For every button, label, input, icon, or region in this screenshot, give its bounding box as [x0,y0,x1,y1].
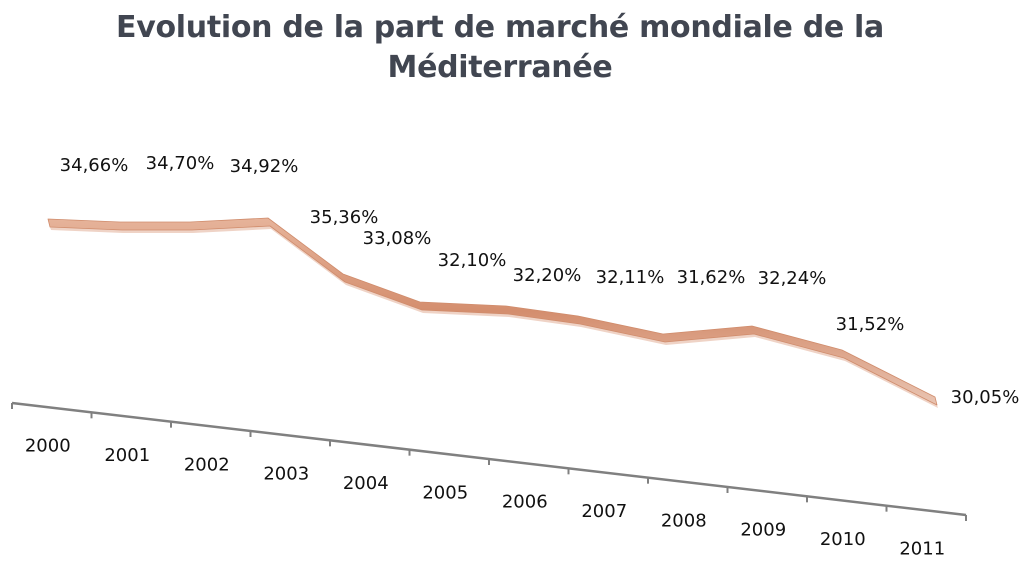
data-point-2009 [750,328,754,332]
data-point-2011 [933,399,937,403]
x-tick-label: 2001 [104,445,150,466]
data-label-2010: 31,52% [836,314,905,335]
data-label-2002: 34,92% [230,156,299,177]
x-tick-label: 2004 [343,473,389,494]
data-point-2010 [840,352,844,356]
data-label-2004: 33,08% [363,228,432,249]
data-label-2008: 31,62% [677,267,746,288]
data-point-2008 [661,336,665,340]
series-line-ribbon [47,217,938,406]
chart-title-line-2: Méditerranée [387,50,613,85]
data-labels: 34,66% 34,70% 34,92% 35,36%33,08% 32,10% 32,2… [60,153,1020,408]
x-tick-label: 2009 [740,520,786,541]
data-label-2011: 30,05% [951,387,1020,408]
series-line [46,217,938,408]
data-label-2000: 34,66% [60,155,129,176]
data-label-2009: 32,24% [758,268,827,289]
data-point-2001 [118,224,122,228]
data-label-2003: 35,36% [310,207,379,228]
x-tick-label: 2006 [502,492,548,513]
data-point-2003 [266,220,270,224]
x-tick-label: 2011 [899,538,945,559]
x-tick-label: 2010 [820,529,866,550]
data-point-2000 [46,221,50,225]
x-tick-label: 2003 [263,464,309,485]
x-tick-label: 2002 [184,454,230,475]
x-axis [11,401,967,521]
data-label-2005: 32,10% [438,250,507,271]
data-point-2006 [504,308,508,312]
data-label-2007: 32,11% [596,267,665,288]
data-point-2002 [188,224,192,228]
x-tick-label: 2008 [661,510,707,531]
data-point-2004 [341,276,345,280]
chart-title-line-1: Evolution de la part de marché mondiale … [116,10,884,45]
data-point-2007 [576,318,580,322]
x-tick-label: 2000 [25,436,71,457]
x-tick-label: 2005 [422,482,468,503]
data-point-2005 [418,304,422,308]
data-label-2006: 32,20% [513,265,582,286]
x-tick-label: 2007 [581,501,627,522]
chart-title: Evolution de la part de marché mondiale … [0,8,1000,88]
data-label-2001: 34,70% [146,153,215,174]
x-tick-labels: 2000 2001 2002 2003 2004 2005 2006 2007 2008 2009… [25,436,945,560]
